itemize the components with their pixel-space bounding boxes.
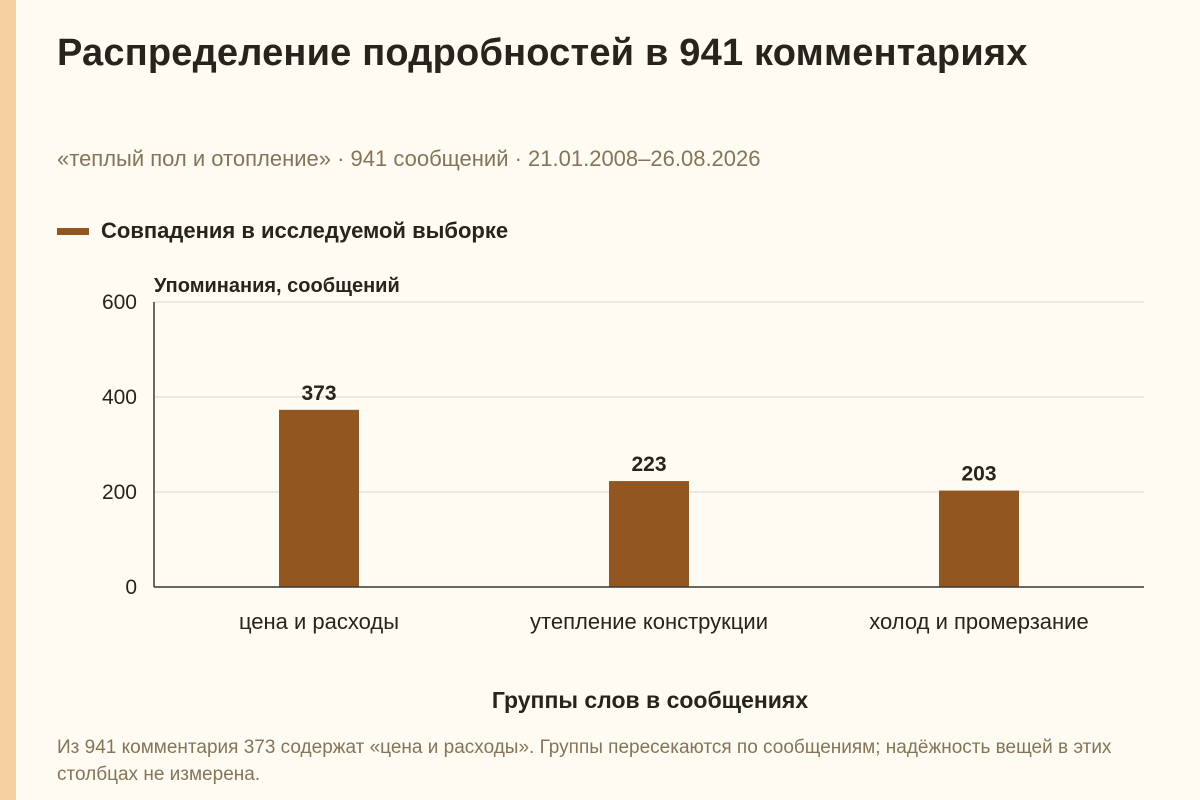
y-tick-label: 200 [102,481,137,504]
x-tick-label: холод и промерзание [869,609,1088,634]
axes: 0 200 400 600 цена и расходы утепление констр… [102,291,1144,634]
y-tick-label: 0 [125,576,137,599]
bar-value-label: 223 [631,453,666,476]
x-tick-label: утепление конструкции [530,609,768,634]
x-axis-label: Группы слов в сообщениях [492,687,808,713]
x-tick-label: цена и расходы [239,609,399,634]
chart-subtitle: «теплый пол и отопление» · 941 сообщений… [57,146,761,171]
y-axis-label: Упоминания, сообщений [154,275,400,297]
accent-strip [0,0,16,800]
legend-swatch [57,227,89,235]
chart-legend: Совпадения в исследуемой выборке [57,218,508,244]
bar [279,409,359,587]
page-title: Распределение подробностей в 941 коммент… [57,32,1028,74]
bar [609,481,689,587]
bars: 373 223 203 [279,382,1019,587]
bar-value-label: 203 [961,463,996,486]
y-tick-label: 400 [102,386,137,409]
chart-footnote: Из 941 комментария 373 содержат «цена и … [57,737,1112,785]
legend-label: Совпадения в исследуемой выборке [101,218,509,243]
y-tick-label: 600 [102,291,137,314]
bar [939,490,1019,587]
bar-value-label: 373 [301,382,336,405]
